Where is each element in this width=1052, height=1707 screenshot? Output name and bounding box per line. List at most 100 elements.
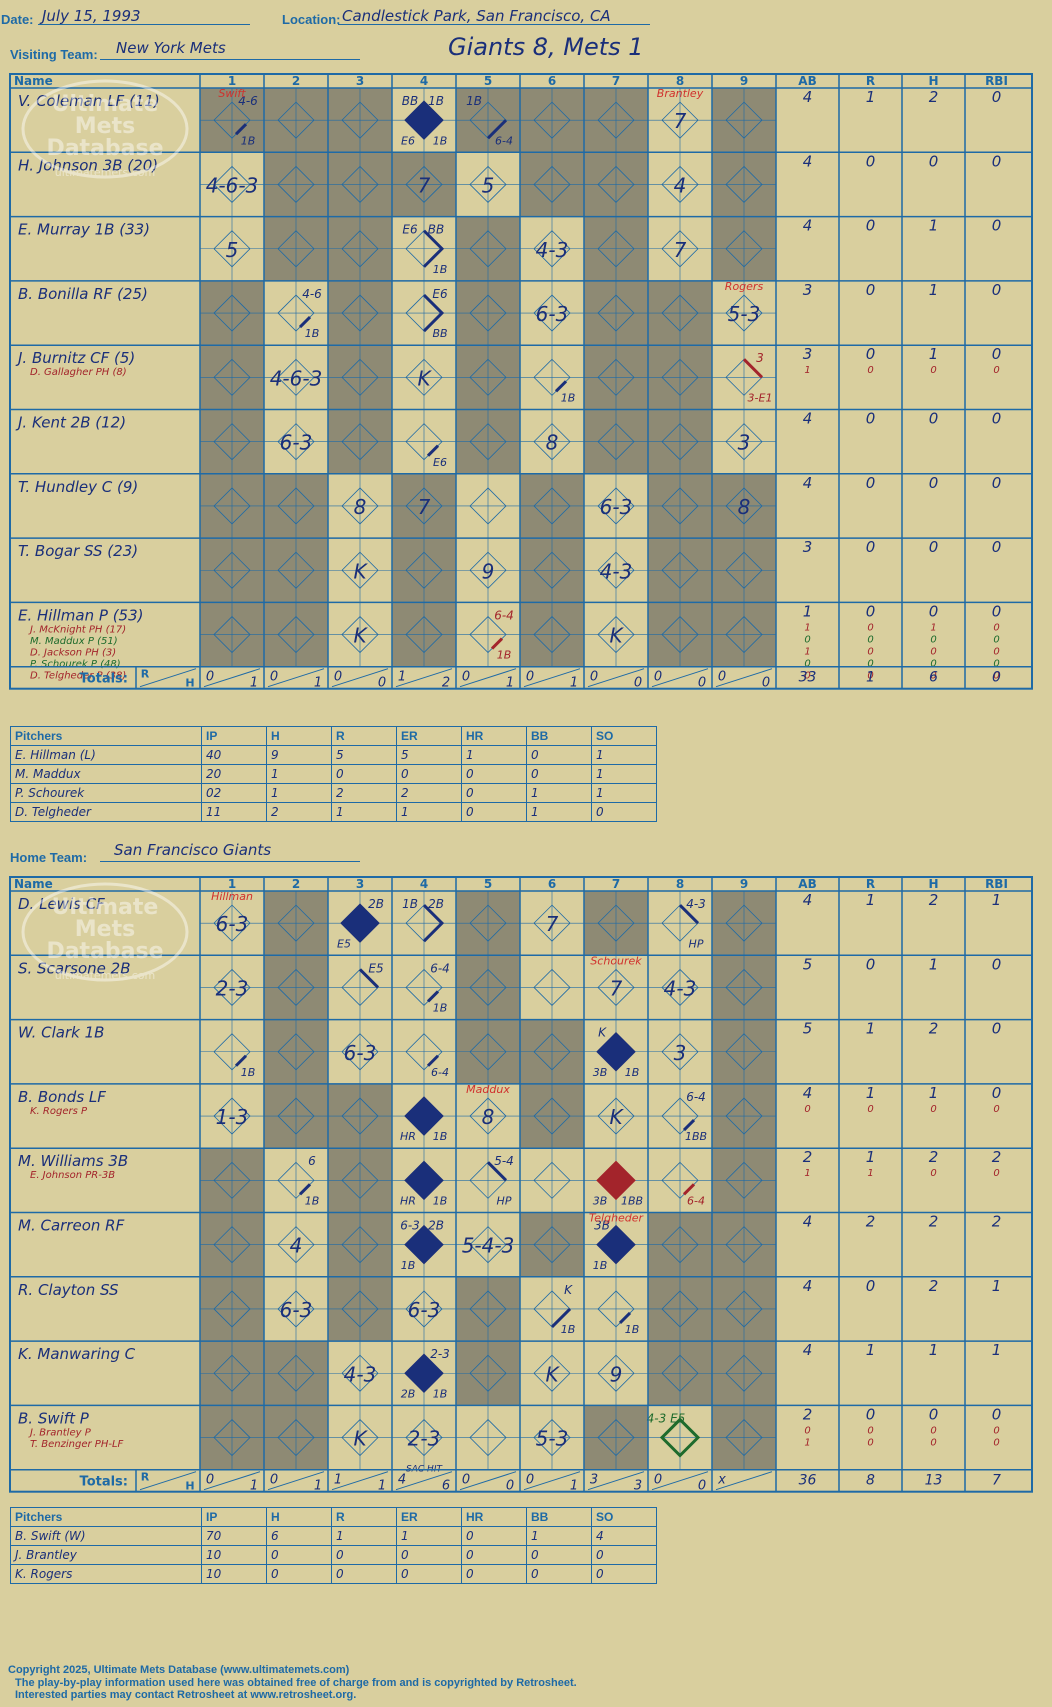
pitcher-stat: 1 [591,764,657,784]
pitcher-stat: 5 [396,745,462,765]
base-diamond [533,101,571,139]
pitcher-name: K. Rogers [10,1564,202,1584]
watermark-text: Mets [75,917,135,942]
inning-header-6: 6 [548,877,556,891]
base-diamond [597,101,635,139]
play-result: 1B [402,897,418,911]
play-note: 6-4 [495,134,513,147]
base-diamond [341,615,379,654]
visiting-team-name: New York Mets [116,39,226,57]
totals-divider [715,1471,773,1491]
player-stat-value: 0 [993,1437,999,1448]
player-stat-value: 4 [803,1213,813,1231]
team-stat-total: 33 [799,670,817,686]
base-diamond [405,1418,443,1457]
watermark-ring [21,882,189,982]
player-stat-value: 0 [867,646,873,657]
pitcher-stat: 0 [526,1564,592,1584]
base-diamond [341,230,379,268]
inning-runs-total: 0 [526,1473,534,1488]
pitcher-col-h: H [266,726,332,746]
totals-divider [587,1471,645,1491]
player-stat-value: 1 [866,1148,876,1166]
player-name: V. Coleman LF (11) [18,92,160,110]
grid-border [9,73,1033,690]
base-diamond [341,1226,379,1264]
sub-player-name: K. Rogers P [30,1106,88,1117]
stat-header-ab: AB [798,877,816,891]
pitcher-stat: 1 [266,783,332,803]
base-diamond [405,487,443,525]
stat-header-h: H [928,877,938,891]
inning-hits-total: 0 [506,1479,514,1494]
player-stat-value: 0 [929,152,939,170]
inning-hits-total: 3 [634,1479,642,1494]
player-stat-value: 2 [929,891,939,909]
player-stat-value: 0 [993,634,999,645]
base-diamond [533,1418,571,1457]
runner-path [426,444,440,457]
inning-hits-total: 1 [314,1479,322,1494]
base-diamond [533,165,571,204]
base-diamond [533,551,571,589]
runner-path [682,1183,696,1196]
watermark-url: ultimatemets.com [55,969,155,982]
totals-divider [331,1471,389,1491]
base-diamond [469,968,507,1007]
play-note: 1BB [621,1195,643,1208]
player-stat-value: 1 [804,1168,810,1179]
pitcher-row: E. Hillman (L) 40 9 5 5 1 0 1 [10,745,657,765]
runner-path [422,293,445,333]
pitcher-stat: 1 [591,783,657,803]
base-diamond [469,1290,507,1328]
player-stat-value: 1 [804,365,810,376]
pitcher-stat: 70 [201,1526,267,1546]
play-note: 1B [593,1259,608,1272]
play-result: 7 [674,238,687,262]
inning-hits-total: 0 [634,676,642,691]
base-diamond [725,615,763,654]
sub-player-name: J. McKnight PH (17) [28,624,126,635]
sub-player-name: P. Schourek P (48) [30,659,121,670]
play-note: BB [432,327,447,340]
player-stat-value: 2 [866,1213,876,1231]
base-diamond [661,101,699,139]
base-diamond [277,358,315,396]
retrosheet-line: The play-by-play information used here w… [15,1677,577,1689]
base-diamond [533,968,571,1007]
base-diamond [469,294,507,332]
play-result: E5 [368,961,383,975]
pitching-change: Brantley [657,87,704,100]
base-diamond [725,1097,763,1135]
player-name: D. Lewis CF [18,895,105,913]
play-result: K [609,624,624,648]
base-diamond [533,1161,571,1199]
run-scored-diamond [340,903,380,943]
player-stat-value: 0 [992,602,1002,620]
runner-path [486,119,508,140]
base-diamond [533,487,571,525]
pitching-change: Telgheder [589,1212,645,1225]
pitcher-col-ip: IP [201,1507,267,1527]
base-diamond [405,358,443,396]
run-scored-diamond [596,1160,636,1201]
totals-divider [523,1471,581,1491]
base-diamond [405,1033,443,1071]
totals-divider [331,668,389,688]
play-result: 6-3 [408,1298,441,1322]
retrosheet-contact: Interested parties may contact Retroshee… [15,1689,357,1701]
inning-header-4: 4 [420,877,428,891]
play-result: 5 [226,238,239,262]
pitcher-stat: 2 [331,783,397,803]
base-diamond [533,294,571,332]
pitcher-stat: 0 [461,1526,527,1546]
pitchers-header: Pitchers [10,726,202,746]
play-note: HP [497,1195,512,1208]
play-result: 2-3 [408,1427,441,1451]
player-stat-value: 0 [804,658,810,669]
player-stat-value: 5 [803,1020,813,1038]
player-stat-value: 4 [803,1277,813,1295]
play-result: 2B [368,897,384,911]
